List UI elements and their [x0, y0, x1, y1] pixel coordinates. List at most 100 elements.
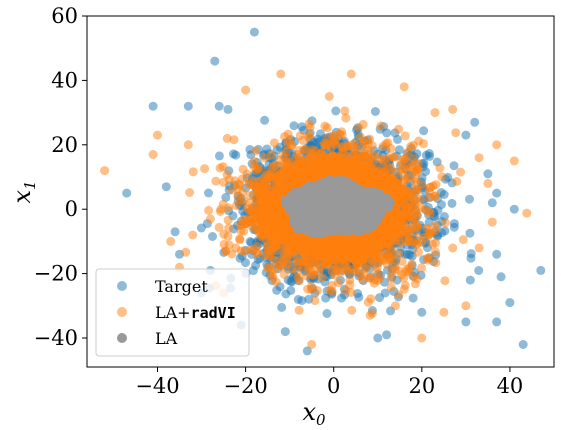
target-point: [417, 307, 427, 317]
la-radvi-point: [410, 196, 420, 205]
la-radvi-point: [397, 257, 407, 266]
la-radvi-point: [400, 131, 410, 141]
la-radvi-point: [279, 269, 289, 279]
la-radvi-point: [302, 145, 312, 155]
target-point: [214, 151, 224, 161]
la-radvi-point: [407, 259, 417, 269]
la-radvi-point: [360, 146, 370, 155]
la-radvi-point: [440, 276, 450, 286]
la-radvi-point: [394, 124, 404, 134]
la-radvi-point: [320, 141, 330, 151]
la-radvi-point: [224, 223, 234, 233]
la-radvi-point: [394, 290, 404, 300]
la-radvi-point: [229, 135, 239, 145]
la-radvi-point: [278, 150, 288, 160]
la-radvi-point: [522, 208, 532, 218]
target-point: [470, 117, 480, 127]
la-radvi-point: [266, 245, 276, 255]
la-radvi-point: [431, 247, 440, 257]
la-radvi-point: [214, 222, 224, 232]
la-radvi-point: [325, 285, 335, 295]
la-radvi-point: [216, 204, 226, 214]
target-point: [281, 289, 291, 299]
la-radvi-point: [431, 226, 441, 235]
la-radvi-point: [424, 207, 433, 216]
la-radvi-point: [456, 167, 466, 177]
target-point: [536, 265, 546, 275]
la-radvi-point: [235, 195, 245, 205]
la-radvi-point: [389, 152, 398, 162]
target-point: [214, 101, 224, 111]
target-point: [277, 302, 287, 312]
la-radvi-point: [267, 271, 277, 281]
la-radvi-point: [376, 121, 386, 131]
target-point: [492, 188, 502, 198]
la-radvi-point: [404, 236, 414, 246]
target-point: [408, 293, 418, 303]
la-radvi-point: [185, 188, 195, 197]
la-radvi-point: [279, 248, 288, 258]
la-radvi-point: [452, 177, 462, 186]
la-radvi-point: [336, 267, 346, 277]
la-radvi-point: [410, 177, 420, 187]
la-radvi-point: [304, 119, 314, 129]
target-point: [421, 167, 431, 176]
la-radvi-point: [200, 164, 210, 174]
la-radvi-point: [404, 266, 414, 276]
target-point: [465, 194, 474, 204]
target-point: [221, 192, 231, 202]
target-point: [370, 107, 380, 116]
target-point: [289, 121, 299, 131]
target-point: [161, 182, 171, 192]
target-point: [204, 188, 213, 198]
target-point: [208, 232, 217, 241]
la-radvi-point: [358, 119, 368, 129]
la-radvi-point: [333, 278, 343, 288]
la-radvi-point: [378, 141, 388, 151]
la-radvi-point: [204, 205, 214, 215]
target-point: [183, 101, 193, 111]
la-radvi-point: [343, 266, 353, 276]
target-point: [487, 198, 497, 208]
la-radvi-point: [398, 154, 408, 164]
la-radvi-point: [222, 133, 232, 143]
la-radvi-point: [378, 255, 388, 265]
la-radvi-point: [365, 273, 375, 283]
la-radvi-point: [242, 169, 252, 179]
la-radvi-point: [265, 263, 274, 273]
target-point: [439, 190, 449, 199]
la-radvi-point: [294, 305, 304, 315]
la-radvi-point: [252, 249, 262, 259]
la-radvi-point: [417, 263, 426, 273]
target-point: [122, 188, 132, 198]
la-radvi-point: [292, 257, 302, 267]
la-radvi-point: [188, 167, 198, 177]
target-point: [424, 149, 434, 158]
la-radvi-point: [269, 138, 279, 148]
la-radvi-point: [292, 150, 302, 159]
la-radvi-point: [363, 297, 373, 307]
la-radvi-point: [380, 155, 390, 165]
target-point: [461, 317, 471, 327]
target-point: [286, 276, 296, 286]
target-point: [419, 126, 429, 136]
target-point: [466, 249, 476, 259]
target-point: [449, 161, 459, 171]
target-point: [461, 130, 471, 140]
la-radvi-point: [292, 267, 302, 277]
la-radvi-point: [406, 223, 416, 233]
target-point: [241, 258, 250, 268]
la-radvi-point: [251, 165, 261, 175]
la-radvi-point: [417, 237, 426, 247]
la-radvi-point: [261, 173, 271, 183]
la-radvi-point: [222, 170, 232, 180]
target-point: [148, 101, 158, 111]
la-radvi-point: [274, 260, 284, 270]
target-point: [231, 150, 241, 160]
target-point: [321, 293, 331, 303]
la-radvi-point: [359, 138, 369, 148]
la-radvi-point: [247, 221, 257, 231]
la-radvi-point: [251, 182, 261, 192]
la-radvi-point: [342, 141, 352, 151]
target-point: [449, 219, 459, 229]
